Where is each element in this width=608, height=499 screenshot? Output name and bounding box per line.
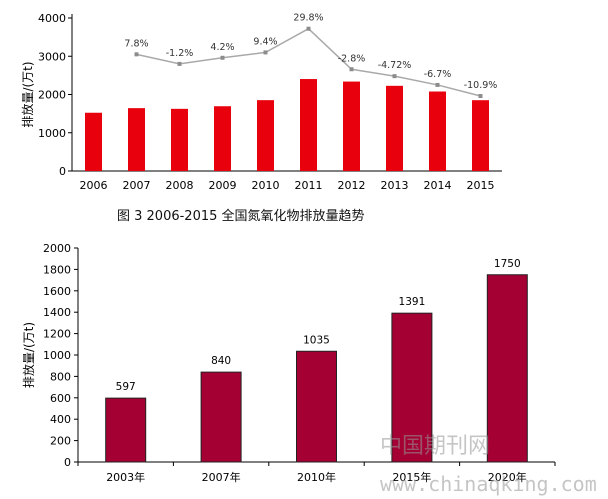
y-tick-label: 2000 — [43, 242, 71, 255]
bar-2011 — [300, 79, 317, 171]
growth-rate-label: -10.9% — [464, 80, 498, 91]
bar-2010年 — [296, 350, 337, 463]
bar-value-label: 1035 — [303, 334, 330, 346]
growth-rate-label: -6.7% — [424, 69, 452, 80]
growth-rate-point — [435, 82, 440, 87]
growth-rate-point — [134, 52, 139, 57]
x-tick-label: 2015年 — [392, 470, 431, 484]
growth-rate-label: -4.72% — [378, 60, 412, 71]
y-tick-label: 0 — [64, 456, 71, 469]
y-tick-label: 1400 — [43, 306, 71, 319]
bar-2010 — [257, 100, 274, 171]
x-tick-label: 2015 — [467, 179, 495, 192]
x-tick-label: 2010年 — [297, 470, 336, 484]
bar-2012 — [343, 81, 360, 171]
bar-value-label: 597 — [116, 381, 136, 393]
growth-rate-label: 4.2% — [210, 42, 234, 53]
bar-value-label: 840 — [211, 355, 231, 367]
bar-2007 — [128, 108, 145, 171]
bar-2015年 — [391, 312, 433, 463]
bar-2006 — [85, 112, 102, 171]
growth-rate-label: 29.8% — [293, 13, 323, 24]
x-tick-label: 2011 — [295, 179, 323, 192]
y-tick-label: 4000 — [38, 12, 66, 25]
bar-value-label: 1750 — [494, 258, 521, 270]
growth-rate-point — [478, 94, 483, 99]
growth-rate-label: -2.8% — [338, 53, 366, 64]
bar-2014 — [429, 91, 446, 171]
y-tick-label: 1000 — [38, 127, 66, 140]
figure-caption: 图 3 2006-2015 全国氮氧化物排放量趋势 — [117, 209, 365, 224]
bar-2008 — [171, 108, 188, 171]
bar-2007年 — [200, 371, 242, 463]
bar-value-label: 1391 — [399, 296, 426, 308]
x-tick-label: 2012 — [338, 179, 366, 192]
y-axis-title: 排放量/(万t) — [20, 61, 35, 127]
x-tick-label: 2020年 — [488, 470, 527, 484]
y-tick-label: 2000 — [38, 89, 66, 102]
growth-rate-point — [220, 55, 225, 60]
growth-rate-point — [177, 61, 182, 66]
y-tick-label: 1800 — [43, 263, 71, 276]
watermark-cn: 中国期刊网 — [380, 434, 491, 459]
x-tick-label: 2008 — [166, 179, 194, 192]
y-tick-label: 400 — [50, 413, 71, 426]
growth-rate-point — [306, 26, 311, 31]
y-axis-title: 排放量/(万t) — [21, 322, 36, 388]
bar-2013 — [386, 85, 403, 171]
y-tick-label: 800 — [50, 370, 71, 383]
x-tick-label: 2007 — [123, 179, 151, 192]
growth-rate-point — [349, 67, 354, 72]
bar-2003年 — [105, 397, 147, 463]
y-tick-label: 200 — [50, 435, 71, 448]
growth-rate-point — [392, 74, 397, 79]
y-tick-label: 3000 — [38, 50, 66, 63]
x-tick-label: 2007年 — [202, 470, 241, 484]
growth-rate-label: 9.4% — [253, 36, 277, 47]
growth-rate-point — [263, 50, 268, 55]
bar-2015 — [472, 100, 489, 171]
bar-2020年 — [486, 274, 528, 463]
y-tick-label: 600 — [50, 392, 71, 405]
bar-2009 — [214, 106, 231, 171]
watermark-url: www.chinaqking.com — [380, 472, 597, 496]
growth-rate-label: -1.2% — [166, 48, 194, 59]
y-tick-label: 1000 — [43, 349, 71, 362]
x-tick-label: 2009 — [209, 179, 237, 192]
y-tick-label: 0 — [59, 165, 66, 178]
x-tick-label: 2013 — [381, 179, 409, 192]
x-tick-label: 2003年 — [106, 470, 145, 484]
y-tick-label: 1200 — [43, 328, 71, 341]
x-tick-label: 2006 — [80, 179, 108, 192]
x-tick-label: 2014 — [424, 179, 452, 192]
growth-rate-label: 7.8% — [124, 38, 148, 49]
y-tick-label: 1600 — [43, 285, 71, 298]
x-tick-label: 2010 — [252, 179, 280, 192]
emissions-trend-chart-2006-2015: 0 1000 2000 3000 4000 2006 2007 2008 2009 2010 201… — [20, 12, 502, 192]
